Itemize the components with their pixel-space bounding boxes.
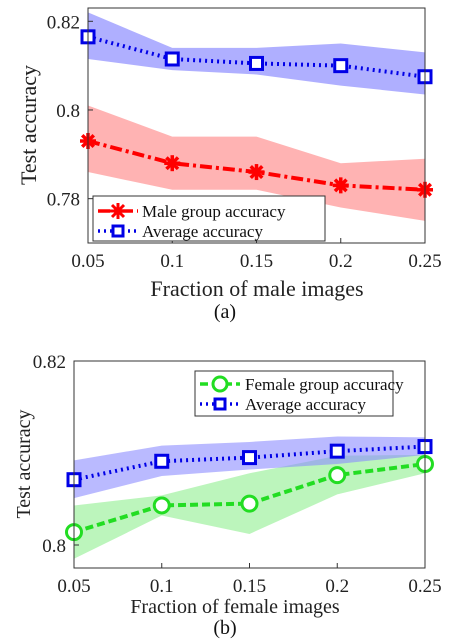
chart-a-point-1-2 — [249, 55, 264, 71]
chart-a-ytick-label-2: 0.82 — [47, 12, 80, 33]
legend-a-avg-label: Average accuracy — [142, 222, 263, 241]
legend-a-avg-marker — [111, 224, 125, 238]
chart-b-legend-box — [194, 370, 394, 417]
chart-a-ylabel: Test accuracy — [16, 65, 41, 185]
chart-a-xtick-label-2: 0.15 — [240, 251, 273, 272]
chart-a-legend: Male group accuracy Average accuracy — [92, 195, 326, 242]
chart-b-series-line-1 — [73, 444, 426, 482]
chart-a-caption: (a) — [214, 301, 236, 323]
chart-a-legend-box — [92, 195, 326, 242]
legend-a-male-label: Male group accuracy — [142, 202, 286, 221]
chart-b-point-0-1 — [152, 496, 171, 515]
chart-a-xtick-label-4: 0.25 — [408, 251, 441, 272]
chart-b: 0.05 0.1 0.15 0.2 0.25 0.8 0.82 Female group a… — [13, 352, 442, 639]
chart-b-caption: (b) — [213, 617, 236, 639]
chart-a-point-1-1 — [164, 51, 180, 67]
chart-a-point-0-2 — [248, 164, 265, 181]
chart-a-ticks: 0.05 0.1 0.15 0.2 0.25 0.78 0.8 0.82 — [47, 12, 442, 272]
chart-a-point-1-3 — [333, 58, 349, 74]
chart-b-point-1-1 — [154, 453, 170, 469]
chart-b-legend: Female group accuracy Average accuracy — [194, 370, 404, 417]
legend-b-female-marker — [211, 375, 229, 393]
chart-b-xtick-label-2: 0.15 — [233, 576, 266, 597]
chart-b-point-0-3 — [328, 466, 347, 485]
chart-a-markers — [80, 29, 433, 198]
chart-b-point-0-2 — [240, 494, 259, 513]
chart-b-ticks: 0.05 0.1 0.15 0.2 0.25 0.8 0.82 — [33, 352, 442, 597]
legend-a-male-marker — [110, 203, 126, 219]
chart-a-xlabel: Fraction of male images — [150, 276, 363, 301]
chart-a-xtick-label-0: 0.05 — [71, 251, 104, 272]
chart-a-ytick-label-1: 0.8 — [56, 101, 80, 122]
chart-a-bands — [88, 12, 425, 221]
legend-b-avg-label: Average accuracy — [245, 395, 366, 414]
chart-b-xtick-label-4: 0.25 — [408, 576, 441, 597]
chart-b-series-line-0 — [73, 462, 426, 535]
chart-b-ylabel: Test accuracy — [13, 409, 35, 518]
chart-b-ytick-label-1: 0.82 — [33, 352, 66, 373]
legend-b-avg-marker — [213, 397, 227, 411]
chart-b-point-1-2 — [242, 450, 257, 466]
chart-a-ytick-label-0: 0.78 — [47, 190, 80, 211]
chart-b-point-1-3 — [329, 443, 345, 459]
chart-a-band-1 — [88, 12, 425, 95]
chart-b-xlabel: Fraction of female images — [130, 596, 340, 618]
chart-a-point-0-1 — [164, 155, 181, 172]
legend-b-female-label: Female group accuracy — [245, 375, 404, 394]
chart-b-xtick-label-1: 0.1 — [150, 576, 174, 597]
chart-b-lines — [73, 444, 426, 535]
chart-a-point-0-3 — [332, 177, 349, 194]
chart-b-ytick-label-0: 0.8 — [42, 536, 66, 557]
chart-a: 0.05 0.1 0.15 0.2 0.25 0.78 0.8 0.82 Male group… — [16, 7, 442, 323]
chart-b-xtick-label-3: 0.2 — [325, 576, 349, 597]
chart-b-xtick-label-0: 0.05 — [57, 576, 90, 597]
chart-a-xtick-label-1: 0.1 — [160, 251, 184, 272]
chart-a-xtick-label-3: 0.2 — [329, 251, 353, 272]
